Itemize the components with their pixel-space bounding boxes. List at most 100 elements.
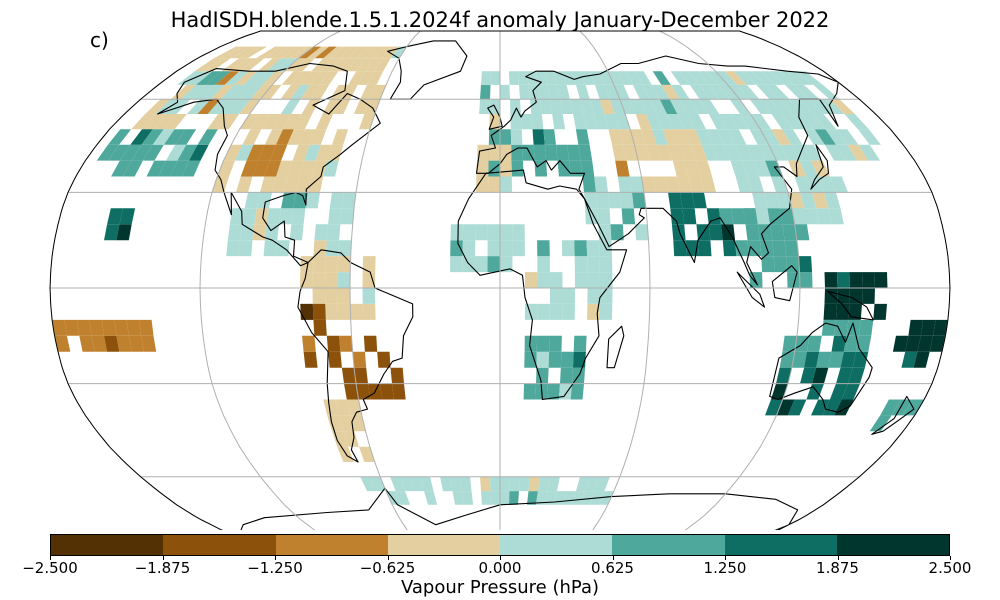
grid-cell	[749, 99, 772, 114]
grid-cell	[800, 367, 817, 384]
grid-cell	[824, 192, 841, 209]
grid-cell	[806, 335, 822, 352]
grid-cell	[589, 99, 605, 114]
grid-cell	[708, 114, 728, 130]
grid-cell	[509, 476, 520, 492]
grid-cell	[314, 46, 337, 59]
grid-cell	[587, 303, 600, 320]
grid-cell	[539, 99, 553, 114]
grid-cell	[230, 46, 260, 59]
grid-cell	[152, 114, 177, 130]
grid-cell	[737, 84, 760, 100]
grid-cell	[315, 114, 333, 130]
grid-cell	[142, 144, 164, 161]
coastline-madagascar	[606, 325, 625, 369]
grid-cell	[689, 84, 710, 100]
grid-cell	[222, 46, 252, 59]
grid-cell	[814, 129, 837, 145]
grid-cell	[220, 84, 244, 100]
grid-cell	[699, 84, 720, 100]
grid-cell	[519, 84, 530, 100]
grid-cell	[313, 240, 327, 257]
grid-cell	[300, 303, 314, 320]
grid-cell	[570, 383, 584, 400]
grid-cell	[340, 46, 361, 59]
grid-cell	[571, 491, 586, 505]
grid-cell	[309, 129, 327, 145]
coastline-australia	[769, 322, 873, 413]
grid-cell	[767, 208, 783, 225]
grid-cell	[697, 71, 719, 85]
grid-cell	[623, 144, 639, 161]
grid-cell	[641, 176, 656, 193]
grid-cell	[742, 71, 766, 85]
grid-cell	[804, 351, 820, 368]
grid-cell	[549, 99, 563, 114]
grid-cell	[331, 46, 353, 59]
grid-cell	[599, 288, 613, 304]
grid-cell	[708, 224, 723, 241]
grid-cell	[339, 335, 353, 352]
world-map	[49, 30, 951, 530]
grid-cell	[298, 129, 316, 145]
grid-cell	[582, 176, 596, 193]
grid-cell	[819, 99, 845, 114]
grid-cell	[360, 476, 377, 492]
grid-cell	[560, 351, 574, 368]
grid-cell	[792, 114, 815, 130]
coastline-new-zealand	[871, 395, 915, 435]
grid-cell	[823, 303, 837, 320]
grid-cell	[587, 272, 600, 288]
grid-cell	[749, 129, 769, 145]
grid-cell	[567, 144, 581, 161]
grid-cell	[673, 129, 691, 145]
grid-cell	[462, 491, 474, 505]
grid-cell	[799, 160, 819, 177]
grid-cell	[210, 84, 235, 100]
grid-cell	[325, 288, 338, 304]
coastlines	[157, 40, 915, 530]
grid-cell	[587, 288, 600, 304]
grid-cell	[547, 476, 560, 492]
grid-cell	[642, 84, 660, 100]
grid-cell	[659, 99, 678, 114]
grid-cell	[848, 303, 862, 320]
grid-cell	[163, 129, 186, 145]
grid-cell	[718, 84, 740, 100]
grid-cell	[573, 114, 587, 130]
grid-cell	[207, 99, 231, 114]
grid-cell	[319, 71, 339, 85]
grid-cell	[794, 224, 810, 241]
grid-cell	[607, 71, 624, 85]
grid-cell	[706, 208, 721, 225]
grid-cell	[341, 192, 356, 209]
grid-cell	[266, 208, 282, 225]
grid-cell	[562, 71, 576, 85]
grid-cell	[526, 491, 538, 505]
grid-cell	[363, 335, 378, 352]
grid-cell	[114, 319, 129, 336]
grid-cell	[727, 84, 750, 100]
grid-cell	[260, 176, 277, 193]
grid-cell	[920, 319, 936, 336]
grid-cell	[645, 144, 662, 161]
grid-cell	[634, 71, 652, 85]
grid-cell	[264, 46, 291, 59]
grid-cell	[240, 160, 259, 177]
grid-cell	[573, 335, 587, 352]
grid-cell	[809, 99, 834, 114]
grid-cell	[490, 476, 500, 492]
grid-cell	[724, 71, 747, 85]
grid-cell	[239, 114, 260, 130]
grid-cell	[537, 303, 550, 320]
grid-cell	[104, 224, 120, 241]
grid-cell	[79, 335, 95, 352]
grid-cell	[119, 144, 142, 161]
grid-cell	[768, 144, 788, 161]
grid-cell	[488, 144, 500, 161]
grid-cell	[629, 99, 647, 114]
grid-cell	[544, 71, 557, 85]
grid-cell	[356, 383, 371, 400]
grid-cell	[580, 491, 595, 505]
anomaly-grid-cells	[52, 46, 948, 505]
